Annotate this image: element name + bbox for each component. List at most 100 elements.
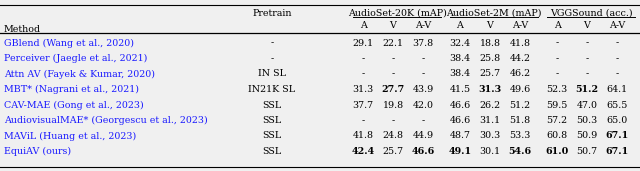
Text: 46.6: 46.6 (412, 147, 435, 156)
Text: -: - (586, 54, 589, 63)
Text: 51.2: 51.2 (509, 101, 531, 109)
Text: -: - (392, 54, 395, 63)
Text: 57.2: 57.2 (547, 116, 568, 125)
Text: 41.5: 41.5 (449, 85, 470, 94)
Text: -: - (616, 54, 619, 63)
Text: -: - (586, 38, 589, 48)
Text: MAViL (Huang et al., 2023): MAViL (Huang et al., 2023) (4, 131, 136, 141)
Text: 38.4: 38.4 (449, 54, 470, 63)
Text: SSL: SSL (262, 147, 282, 156)
Text: 25.8: 25.8 (479, 54, 500, 63)
Text: 37.7: 37.7 (353, 101, 374, 109)
Text: 46.2: 46.2 (509, 69, 531, 78)
Text: 50.7: 50.7 (577, 147, 598, 156)
Text: 54.6: 54.6 (508, 147, 532, 156)
Text: VGGSound (acc.): VGGSound (acc.) (550, 9, 632, 17)
Text: 41.8: 41.8 (353, 131, 374, 141)
Text: AudioSet-2M (mAP): AudioSet-2M (mAP) (446, 9, 541, 17)
Text: -: - (421, 69, 424, 78)
Text: AudiovisualMAE* (Georgescu et al., 2023): AudiovisualMAE* (Georgescu et al., 2023) (4, 116, 208, 125)
Text: A-V: A-V (415, 22, 431, 30)
Text: 31.3: 31.3 (478, 85, 502, 94)
Text: IN SL: IN SL (258, 69, 286, 78)
Text: -: - (616, 69, 619, 78)
Text: 31.1: 31.1 (479, 116, 500, 125)
Text: 60.8: 60.8 (547, 131, 568, 141)
Text: 25.7: 25.7 (479, 69, 500, 78)
Text: 49.6: 49.6 (509, 85, 531, 94)
Text: -: - (270, 54, 274, 63)
Text: V: V (390, 22, 396, 30)
Text: 44.2: 44.2 (509, 54, 531, 63)
Text: V: V (584, 22, 591, 30)
Text: SSL: SSL (262, 131, 282, 141)
Text: 26.2: 26.2 (479, 101, 500, 109)
Text: 64.1: 64.1 (607, 85, 628, 94)
Text: SSL: SSL (262, 101, 282, 109)
Text: 51.8: 51.8 (509, 116, 531, 125)
Text: 52.3: 52.3 (547, 85, 568, 94)
Text: V: V (486, 22, 493, 30)
Text: 32.4: 32.4 (449, 38, 470, 48)
Text: 38.4: 38.4 (449, 69, 470, 78)
Text: 41.8: 41.8 (509, 38, 531, 48)
Text: A-V: A-V (609, 22, 625, 30)
Text: 46.6: 46.6 (449, 116, 470, 125)
Text: A: A (360, 22, 367, 30)
Text: 61.0: 61.0 (545, 147, 568, 156)
Text: 50.3: 50.3 (577, 116, 598, 125)
Text: 65.0: 65.0 (606, 116, 628, 125)
Text: IN21K SL: IN21K SL (248, 85, 296, 94)
Text: 67.1: 67.1 (605, 147, 628, 156)
Text: 49.1: 49.1 (449, 147, 472, 156)
Text: -: - (556, 69, 559, 78)
Text: 37.8: 37.8 (412, 38, 433, 48)
Text: EquiAV (ours): EquiAV (ours) (4, 147, 71, 156)
Text: -: - (362, 69, 365, 78)
Text: 30.1: 30.1 (479, 147, 500, 156)
Text: 43.9: 43.9 (412, 85, 434, 94)
Text: 47.0: 47.0 (577, 101, 598, 109)
Text: 65.5: 65.5 (606, 101, 628, 109)
Text: -: - (556, 38, 559, 48)
Text: Attn AV (Fayek & Kumar, 2020): Attn AV (Fayek & Kumar, 2020) (4, 69, 155, 78)
Text: MBT* (Nagrani et al., 2021): MBT* (Nagrani et al., 2021) (4, 85, 139, 94)
Text: A: A (554, 22, 561, 30)
Text: 18.8: 18.8 (479, 38, 500, 48)
Text: 59.5: 59.5 (547, 101, 568, 109)
Text: 42.4: 42.4 (351, 147, 374, 156)
Text: 42.0: 42.0 (413, 101, 433, 109)
Text: 46.6: 46.6 (449, 101, 470, 109)
Text: -: - (616, 38, 619, 48)
Text: 44.9: 44.9 (412, 131, 433, 141)
Text: 50.9: 50.9 (577, 131, 598, 141)
Text: -: - (586, 69, 589, 78)
Text: 53.3: 53.3 (509, 131, 531, 141)
Text: SSL: SSL (262, 116, 282, 125)
Text: -: - (392, 69, 395, 78)
Text: 30.3: 30.3 (479, 131, 500, 141)
Text: -: - (392, 116, 395, 125)
Text: 48.7: 48.7 (449, 131, 470, 141)
Text: A-V: A-V (512, 22, 528, 30)
Text: Perceiver (Jaegle et al., 2021): Perceiver (Jaegle et al., 2021) (4, 54, 147, 63)
Text: -: - (270, 38, 274, 48)
Text: AudioSet-20K (mAP): AudioSet-20K (mAP) (348, 9, 447, 17)
Text: -: - (421, 116, 424, 125)
Text: CAV-MAE (Gong et al., 2023): CAV-MAE (Gong et al., 2023) (4, 100, 144, 110)
Text: 51.2: 51.2 (575, 85, 598, 94)
Text: 24.8: 24.8 (383, 131, 403, 141)
Text: Pretrain: Pretrain (252, 9, 292, 17)
Text: -: - (556, 54, 559, 63)
Text: Method: Method (4, 24, 41, 34)
Text: A: A (456, 22, 463, 30)
Text: 19.8: 19.8 (383, 101, 404, 109)
Text: GBlend (Wang et al., 2020): GBlend (Wang et al., 2020) (4, 38, 134, 48)
Text: -: - (362, 54, 365, 63)
Text: -: - (421, 54, 424, 63)
Text: 29.1: 29.1 (353, 38, 374, 48)
Text: -: - (362, 116, 365, 125)
Text: 67.1: 67.1 (605, 131, 628, 141)
Text: 27.7: 27.7 (381, 85, 404, 94)
Text: 31.3: 31.3 (353, 85, 374, 94)
